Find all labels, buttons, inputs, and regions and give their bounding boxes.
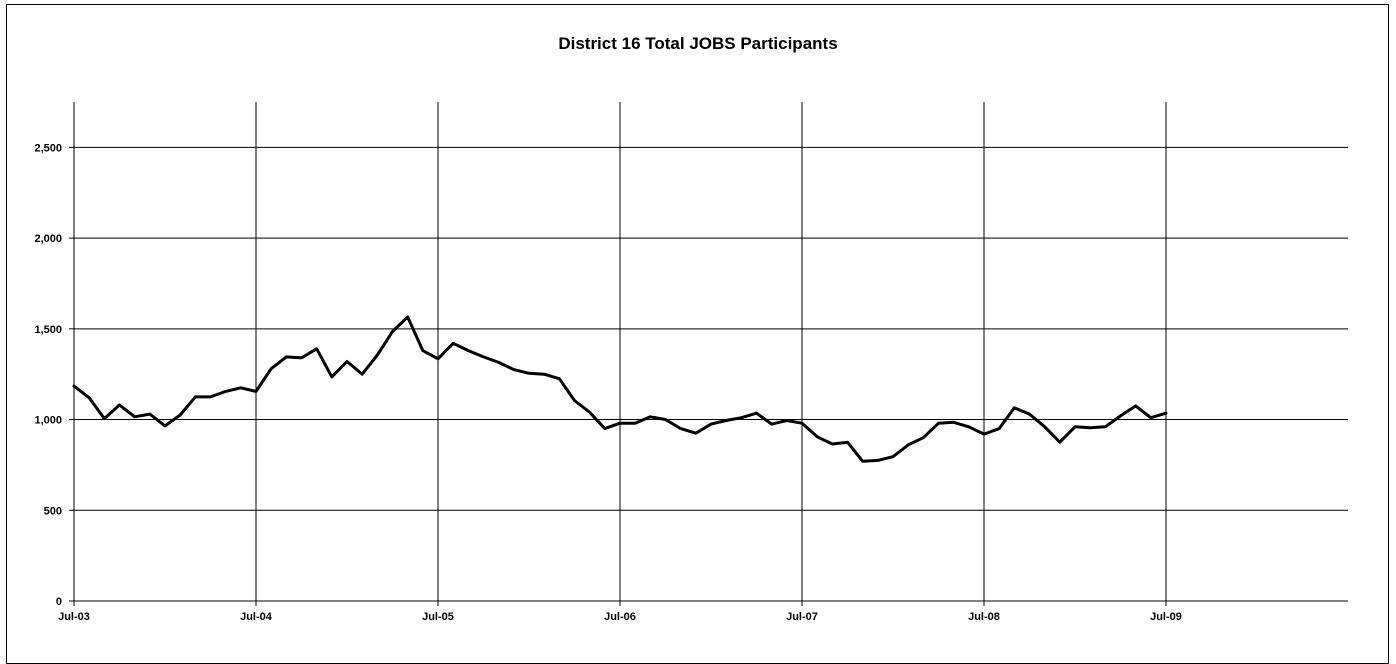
data-point (907, 444, 909, 446)
y-tick-label: 2,500 (34, 142, 62, 154)
y-tick-label: 1,500 (34, 324, 62, 336)
data-point (406, 316, 409, 318)
data-point (133, 416, 136, 418)
data-point (649, 416, 652, 418)
data-point (361, 373, 364, 376)
y-tick-label: 1,000 (34, 415, 62, 427)
data-point (391, 330, 394, 333)
data-point (634, 422, 636, 425)
data-point (770, 423, 773, 425)
data-point (922, 436, 925, 439)
series-group (72, 315, 1168, 463)
data-point (998, 427, 1000, 430)
data-point (149, 413, 151, 415)
data-point (573, 399, 576, 402)
data-point (952, 421, 955, 424)
data-point (452, 342, 455, 345)
data-point (983, 433, 985, 435)
axes (69, 102, 1348, 606)
data-point (619, 422, 621, 425)
tick-labels: 0 500 1,000 1,500 2,000 2,500 Jul-03 Jul-04 Jul-… (34, 142, 1181, 623)
data-point (270, 367, 273, 370)
data-point (209, 396, 212, 398)
data-point (1119, 415, 1122, 417)
data-point (604, 427, 606, 430)
chart-frame (6, 4, 1389, 664)
y-tick-label: 0 (56, 596, 62, 608)
data-point (740, 416, 743, 419)
y-tick-label: 500 (44, 505, 62, 517)
data-point (679, 427, 682, 430)
data-point (1059, 441, 1061, 444)
data-point (513, 368, 515, 371)
data-point (467, 349, 470, 352)
gridlines (74, 102, 1348, 601)
data-point (710, 423, 712, 425)
data-point (73, 385, 75, 387)
data-point (1013, 407, 1016, 409)
data-point (346, 360, 348, 363)
x-tick-label: Jul-08 (968, 611, 1000, 623)
data-point (224, 390, 227, 393)
data-point (1150, 416, 1152, 419)
data-point (695, 432, 697, 435)
data-point (937, 422, 940, 425)
data-point (164, 425, 166, 427)
data-point (831, 443, 834, 445)
data-point (543, 373, 545, 376)
data-point (1074, 426, 1076, 428)
data-point (755, 412, 758, 415)
data-point (1134, 405, 1137, 407)
data-point (437, 358, 439, 360)
data-point (497, 361, 500, 364)
data-point (179, 414, 181, 416)
data-point (877, 459, 879, 462)
x-tick-label: Jul-09 (1150, 611, 1182, 623)
data-point (816, 436, 818, 438)
data-point (528, 372, 530, 375)
x-tick-label: Jul-07 (786, 611, 818, 623)
data-point (315, 348, 318, 350)
data-point (1165, 412, 1167, 415)
data-point (861, 460, 864, 463)
data-point (1043, 426, 1046, 428)
x-tick-label: Jul-06 (604, 611, 636, 623)
data-point (558, 377, 561, 380)
data-point (801, 422, 803, 425)
data-point (194, 396, 197, 398)
data-point (1104, 426, 1107, 428)
data-point (300, 357, 303, 359)
data-point (376, 354, 379, 356)
data-point (255, 390, 257, 393)
x-tick-label: Jul-05 (422, 611, 454, 623)
data-point (118, 404, 121, 406)
data-point (968, 426, 970, 428)
data-point (1028, 413, 1031, 415)
data-point (664, 418, 667, 421)
data-point (482, 356, 485, 358)
data-point (588, 411, 591, 414)
data-point (846, 441, 849, 444)
y-tick-label: 2,000 (34, 233, 62, 245)
data-point (725, 419, 727, 422)
data-point (88, 397, 90, 399)
data-point (892, 455, 894, 458)
data-point (422, 349, 424, 352)
x-tick-label: Jul-04 (240, 611, 273, 623)
data-point (285, 356, 288, 358)
data-point (331, 376, 333, 378)
chart-title: District 16 Total JOBS Participants (558, 34, 838, 53)
data-point (103, 417, 106, 420)
data-point (786, 419, 788, 422)
data-point (240, 387, 242, 389)
data-point (1089, 426, 1091, 429)
x-tick-label: Jul-03 (58, 611, 90, 623)
